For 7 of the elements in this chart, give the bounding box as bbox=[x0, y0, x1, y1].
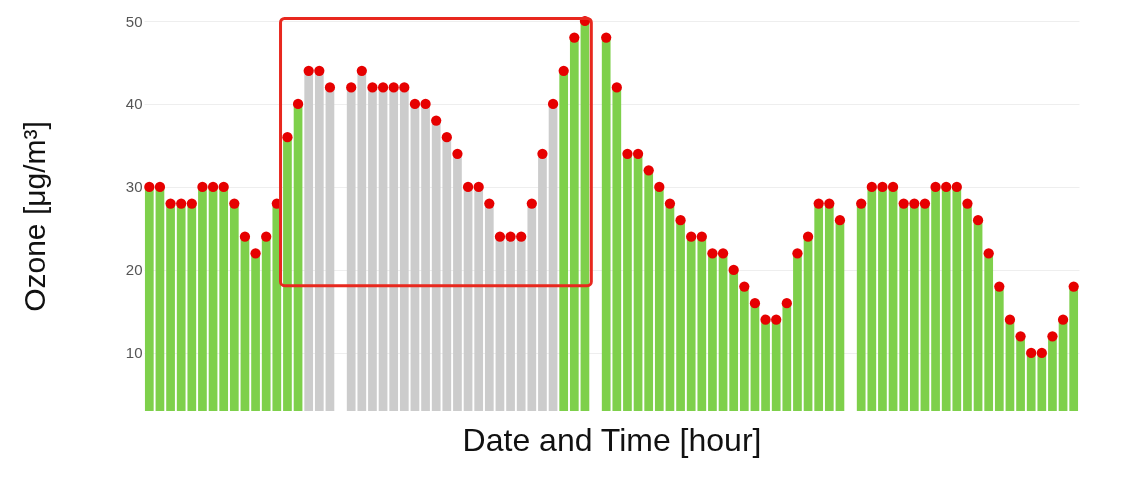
y-axis-title: Ozone [μg/m³] bbox=[17, 121, 51, 312]
y-tick-label: 10 bbox=[125, 344, 143, 362]
y-tick-label: 30 bbox=[125, 178, 143, 196]
y-tick-label: 20 bbox=[125, 261, 143, 279]
x-axis-title: Date and Time [hour] bbox=[462, 421, 762, 458]
y-tick-label: 40 bbox=[125, 95, 143, 113]
y-tick-label: 50 bbox=[125, 12, 143, 30]
